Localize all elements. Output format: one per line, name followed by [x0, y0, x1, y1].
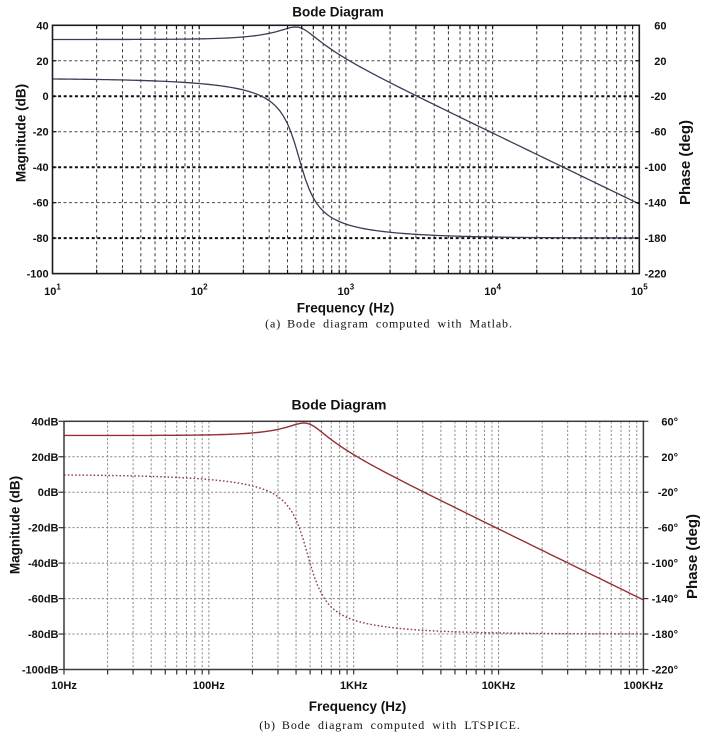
svg-text:-60: -60 — [33, 198, 49, 210]
svg-text:20: 20 — [36, 56, 48, 68]
svg-text:Phase (deg): Phase (deg) — [684, 514, 701, 599]
svg-text:-220: -220 — [644, 269, 666, 281]
svg-text:-60: -60 — [651, 127, 667, 139]
svg-text:10Hz: 10Hz — [51, 680, 77, 692]
svg-text:-20: -20 — [651, 91, 667, 103]
svg-text:100KHz: 100KHz — [624, 680, 664, 692]
svg-text:-40dB: -40dB — [28, 558, 59, 570]
svg-text:-60dB: -60dB — [28, 594, 59, 606]
svg-text:0: 0 — [42, 91, 48, 103]
svg-text:60°: 60° — [661, 416, 678, 428]
svg-text:-80: -80 — [33, 233, 49, 245]
svg-text:Bode Diagram: Bode Diagram — [292, 397, 387, 413]
svg-text:-100: -100 — [27, 269, 49, 281]
svg-text:20: 20 — [654, 56, 666, 68]
svg-text:-180°: -180° — [652, 629, 678, 641]
svg-text:-100dB: -100dB — [22, 665, 59, 677]
svg-text:Magnitude (dB): Magnitude (dB) — [14, 84, 29, 182]
svg-text:(b)Bode diagram computed with: (b) Bode diagram computed with LTSPICE. — [259, 718, 521, 732]
svg-text:-20°: -20° — [658, 487, 678, 499]
svg-text:-40: -40 — [33, 162, 49, 174]
svg-text:-100°: -100° — [652, 558, 678, 570]
svg-text:Magnitude (dB): Magnitude (dB) — [8, 476, 23, 574]
svg-text:(a)Bode diagram computed with: (a) Bode diagram computed with Matlab. — [265, 317, 513, 331]
svg-text:Phase (deg): Phase (deg) — [677, 120, 694, 205]
svg-text:20dB: 20dB — [32, 452, 59, 464]
svg-text:20°: 20° — [661, 452, 678, 464]
svg-text:-20: -20 — [33, 127, 49, 139]
svg-text:100Hz: 100Hz — [193, 680, 225, 692]
svg-text:-100: -100 — [644, 162, 666, 174]
svg-text:Frequency (Hz): Frequency (Hz) — [309, 699, 407, 714]
svg-text:40: 40 — [36, 20, 48, 32]
svg-text:1KHz: 1KHz — [340, 680, 368, 692]
svg-text:10KHz: 10KHz — [482, 680, 516, 692]
svg-text:-20dB: -20dB — [28, 523, 59, 535]
svg-text:Frequency (Hz): Frequency (Hz) — [297, 301, 395, 316]
svg-text:-140°: -140° — [652, 594, 678, 606]
svg-text:-180: -180 — [644, 233, 666, 245]
svg-text:-60°: -60° — [658, 523, 678, 535]
svg-text:-80dB: -80dB — [28, 629, 59, 641]
svg-text:-140: -140 — [644, 198, 666, 210]
svg-text:0dB: 0dB — [38, 487, 59, 499]
svg-text:Bode Diagram: Bode Diagram — [292, 5, 384, 20]
svg-text:60: 60 — [654, 20, 666, 32]
svg-text:-220°: -220° — [652, 665, 678, 677]
svg-text:40dB: 40dB — [32, 416, 59, 428]
